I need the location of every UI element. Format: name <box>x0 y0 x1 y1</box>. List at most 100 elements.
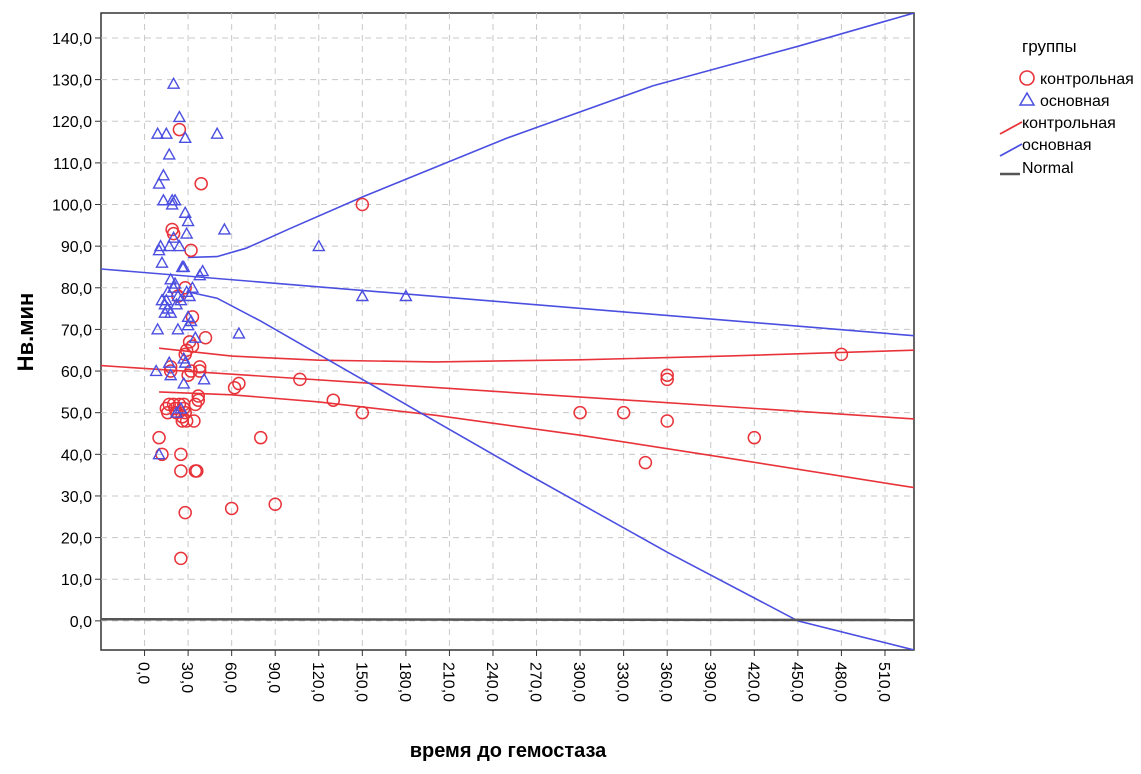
x-tick-label: 30,0 <box>178 662 195 693</box>
control-point <box>178 505 192 520</box>
x-tick-label: 60,0 <box>222 662 239 693</box>
y-tick-label: 80,0 <box>61 281 92 298</box>
legend-triangle-icon <box>1018 91 1036 106</box>
control-ci-lower-line <box>159 391 914 489</box>
data-points <box>149 76 849 566</box>
main-point <box>188 330 203 343</box>
legend-line-icon <box>999 143 1023 157</box>
main-point <box>166 76 181 89</box>
y-axis: 0,0 10,0 20,0 30,0 40,0 50,0 60,0 70,0 80,0 90,0 1… <box>52 31 101 631</box>
control-point <box>194 176 208 191</box>
main-point <box>150 322 165 335</box>
control-point <box>185 310 200 324</box>
y-tick-label: 50,0 <box>61 406 92 423</box>
main-point <box>152 243 166 256</box>
main-point <box>210 126 224 139</box>
main-point <box>153 239 168 252</box>
x-tick-label: 150,0 <box>352 662 369 702</box>
control-point <box>198 330 213 345</box>
control-point <box>192 360 207 374</box>
main-point <box>163 305 178 318</box>
main-point <box>195 264 210 277</box>
control-point <box>660 372 674 387</box>
y-tick-label: 110,0 <box>53 156 92 173</box>
control-fit-line <box>101 364 914 420</box>
control-point <box>191 393 206 407</box>
y-tick-label: 120,0 <box>52 114 92 131</box>
control-point <box>227 380 242 395</box>
main-point <box>152 447 166 460</box>
control-point <box>174 464 188 478</box>
main-point <box>399 289 413 302</box>
control-point <box>232 376 246 391</box>
control-point <box>188 397 203 412</box>
control-point <box>179 414 194 428</box>
main-point <box>152 176 166 189</box>
control-point <box>326 393 341 407</box>
x-tick-label: 90,0 <box>265 662 282 693</box>
y-tick-label: 20,0 <box>61 531 92 548</box>
main-point <box>179 226 194 239</box>
grid <box>101 13 914 650</box>
x-tick-label: 450,0 <box>788 662 805 702</box>
control-point <box>355 197 370 212</box>
legend-label: Normal <box>1022 160 1074 177</box>
control-point <box>187 414 201 428</box>
control-point <box>172 122 187 137</box>
control-point <box>660 368 674 382</box>
control-point <box>166 226 181 241</box>
legend-title: группы <box>1022 37 1077 56</box>
control-point <box>163 364 178 378</box>
x-tick-label: 240,0 <box>483 662 500 702</box>
x-tick-label: 180,0 <box>396 662 413 702</box>
main-point <box>197 372 211 385</box>
main-point <box>162 147 176 160</box>
control-point <box>174 551 188 566</box>
legend-label: контрольная <box>1040 71 1134 88</box>
main-point <box>178 205 192 218</box>
main-point <box>171 322 185 335</box>
main-point <box>169 405 184 418</box>
main-point <box>174 401 188 414</box>
legend: группы контрольная основная контрольная осн… <box>999 37 1134 177</box>
main-point <box>159 126 174 139</box>
main-ci-upper-line <box>188 13 914 259</box>
main-point <box>168 193 182 206</box>
plot-frame <box>100 12 915 651</box>
main-point <box>174 293 188 306</box>
main-point <box>178 130 192 144</box>
main-point <box>169 297 184 310</box>
legend-label: контрольная <box>1022 115 1116 132</box>
y-tick-label: 10,0 <box>61 572 92 589</box>
control-point <box>355 405 370 420</box>
x-axis: 0,0 30,0 60,0 90,0 120,0 150,0 180,0 210,0 240,0… <box>135 650 892 702</box>
control-point <box>268 497 282 512</box>
y-tick-label: 100,0 <box>52 198 92 215</box>
x-tick-label: 0,0 <box>135 662 152 684</box>
x-tick-label: 510,0 <box>875 662 892 702</box>
main-point <box>178 355 192 368</box>
y-tick-label: 130,0 <box>52 73 92 90</box>
y-tick-label: 140,0 <box>52 31 92 48</box>
x-tick-label: 420,0 <box>744 662 761 702</box>
x-axis-label: время до гемостаза <box>410 740 607 762</box>
main-point <box>232 326 246 339</box>
x-tick-label: 390,0 <box>701 662 718 702</box>
x-tick-label: 210,0 <box>439 662 456 702</box>
control-point <box>293 372 307 387</box>
main-point <box>185 280 200 293</box>
main-point <box>156 168 171 181</box>
main-point <box>177 351 191 364</box>
y-axis-label: Нв.мин <box>13 293 38 372</box>
main-point <box>355 289 370 302</box>
main-point <box>168 276 182 289</box>
main-point <box>150 126 165 139</box>
fit-lines <box>101 13 914 650</box>
legend-label: основная <box>1022 137 1092 154</box>
control-point <box>181 368 195 382</box>
main-point <box>163 272 178 285</box>
y-tick-label: 40,0 <box>61 447 92 464</box>
main-ci-lower-line <box>187 291 914 650</box>
x-tick-label: 330,0 <box>614 662 631 702</box>
control-point <box>834 347 849 362</box>
